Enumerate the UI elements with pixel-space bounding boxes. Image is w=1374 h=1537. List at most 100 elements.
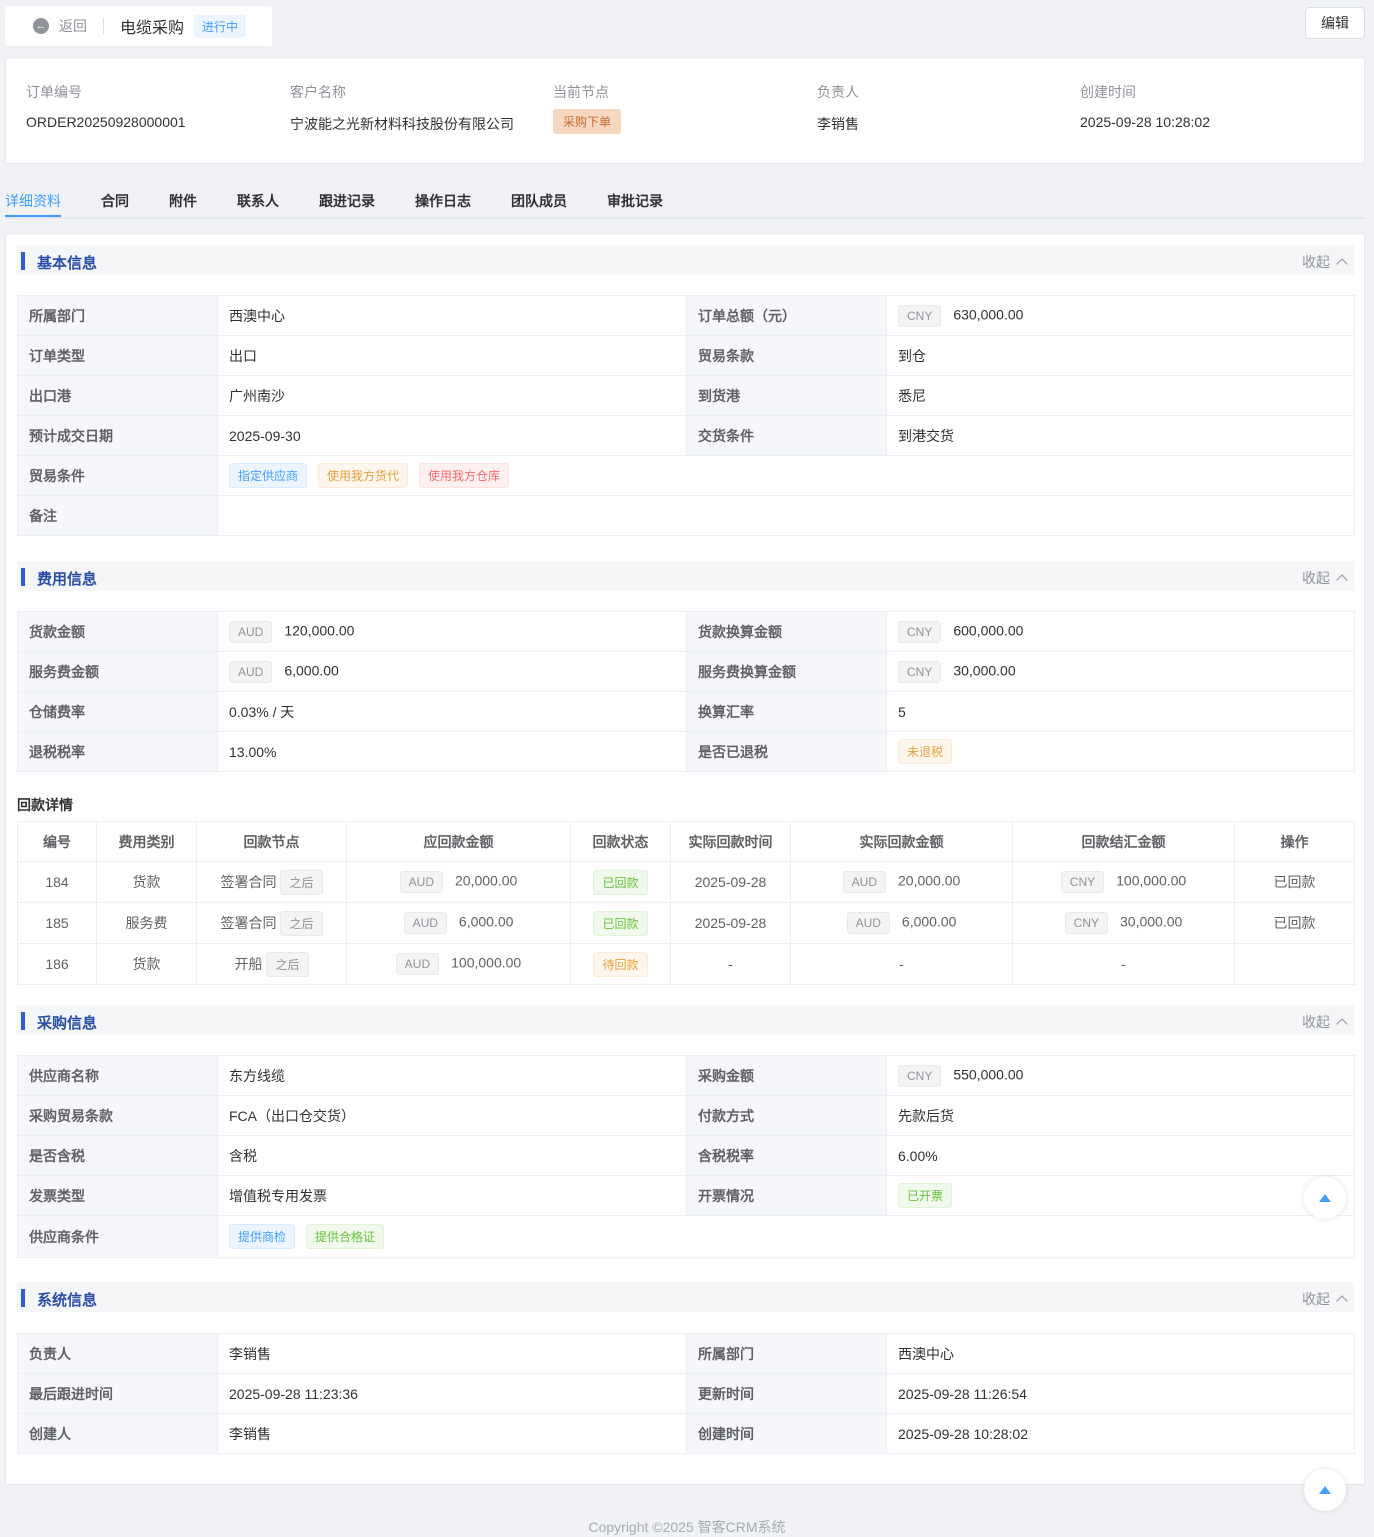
field-value: 含税 [217,1135,687,1176]
section-marker [21,568,25,586]
field-label: 到货港 [686,375,887,416]
amount: 30,000.00 [953,662,1016,679]
field-value: 2025-09-28 11:26:54 [886,1373,1355,1414]
caret-up-icon [1319,1486,1331,1494]
cell-settle: - [1012,943,1235,985]
section-marker [21,1012,25,1030]
summary-value: 宁波能之光新材料科技股份有限公司 [290,116,514,132]
cell-category: 货款 [96,861,197,903]
back-button[interactable]: ← 返回 [33,16,87,36]
field-label: 货款换算金额 [686,611,887,652]
amount: 630,000.00 [953,306,1024,323]
section-header-purchase: 采购信息 收起 [17,1005,1354,1035]
field-value [217,495,1355,536]
field-value: 2025-09-30 [217,415,687,456]
summary-owner: 负责人 李销售 [817,82,859,134]
amount: 6,000.00 [901,913,957,930]
field-label: 供应商条件 [17,1215,218,1258]
node-badge: 采购下单 [553,109,622,134]
cell-status: 待回款 [570,943,671,985]
section-marker [21,1289,25,1307]
row-action-button[interactable]: 已回款 [1234,861,1355,903]
system-info-table: 负责人 李销售 所属部门 西澳中心 最后跟进时间 2025-09-28 11:2… [17,1333,1355,1454]
collapse-label: 收起 [1302,1014,1330,1030]
field-label: 更新时间 [686,1373,887,1414]
field-value: CNY 600,000.00 [886,611,1355,652]
field-label: 订单类型 [17,335,218,376]
row-action-button[interactable]: 已回款 [1234,902,1355,944]
section-header-system: 系统信息 收起 [17,1282,1354,1312]
collapse-button[interactable]: 收起 [1302,568,1348,588]
collapse-button[interactable]: 收起 [1302,1289,1348,1309]
back-to-top-button[interactable] [1304,1177,1346,1219]
page-title: 电缆采购 [120,20,185,37]
tab-followups[interactable]: 跟进记录 [319,193,375,209]
summary-value: ORDER20250928000001 [26,114,186,130]
trade-condition-tag: 使用我方货代 [318,463,409,488]
field-label: 货款金额 [17,611,218,652]
summary-label: 客户名称 [290,84,346,100]
tab-approvals[interactable]: 审批记录 [607,193,663,209]
detail-panel: 基本信息 收起 所属部门 西澳中心 订单总额（元） CNY 630,000.00 … [5,233,1365,1485]
tab-contacts[interactable]: 联系人 [237,193,279,209]
tab-attachments[interactable]: 附件 [169,193,197,209]
tab-operation-log[interactable]: 操作日志 [415,193,471,209]
payment-status-badge: 已回款 [593,910,648,936]
summary-label: 订单编号 [26,84,82,100]
column-header: 回款状态 [570,821,671,862]
summary-label: 当前节点 [553,84,609,100]
divider [103,18,104,34]
trade-condition-tag: 使用我方仓库 [419,463,510,488]
tab-team[interactable]: 团队成员 [511,193,567,209]
supplier-condition-tag: 提供合格证 [306,1224,385,1249]
back-to-top-button[interactable] [1304,1469,1346,1511]
section-title: 基本信息 [37,255,98,272]
field-label: 服务费金额 [17,651,218,692]
edit-button[interactable]: 编辑 [1305,7,1365,39]
cell-id: 186 [17,943,97,985]
currency-badge: CNY [898,1064,942,1087]
field-value: 广州南沙 [217,375,687,416]
cell-paid: AUD 20,000.00 [790,861,1013,903]
field-value: 未退税 [886,731,1355,772]
tab-contract[interactable]: 合同 [101,193,129,209]
column-header: 应回款金额 [346,821,571,862]
section-title: 采购信息 [37,1015,98,1032]
cell-status: 已回款 [570,902,671,944]
cell-id: 184 [17,861,97,903]
field-value: 李销售 [217,1333,687,1374]
field-label: 贸易条件 [17,455,218,496]
cell-category: 货款 [96,943,197,985]
cell-paid-time: - [670,943,791,985]
field-label: 出口港 [17,375,218,416]
after-badge: 之后 [266,951,309,977]
summary-order-no: 订单编号 ORDER20250928000001 [26,82,186,130]
basic-info-table: 所属部门 西澳中心 订单总额（元） CNY 630,000.00 订单类型 出口 … [17,295,1355,536]
currency-badge: CNY [1064,912,1109,934]
field-value: FCA（出口仓交货） [217,1095,687,1136]
amount: 550,000.00 [953,1066,1024,1083]
currency-badge: AUD [399,871,444,893]
tab-details[interactable]: 详细资料 [5,193,61,209]
column-header: 实际回款时间 [670,821,791,862]
field-value: 悉尼 [886,375,1355,416]
collapse-button[interactable]: 收起 [1302,252,1348,272]
collapse-button[interactable]: 收起 [1302,1012,1348,1032]
field-label: 开票情况 [686,1175,887,1216]
payments-table: 编号 费用类别 回款节点 应回款金额 回款状态 实际回款时间 实际回款金额 回款… [17,821,1355,985]
field-value: CNY 30,000.00 [886,651,1355,692]
field-label: 采购贸易条款 [17,1095,218,1136]
field-value: 2025-09-28 10:28:02 [886,1413,1355,1454]
field-label: 创建人 [17,1413,218,1454]
currency-badge: AUD [846,912,890,934]
fee-info-table: 货款金额 AUD 120,000.00 货款换算金额 CNY 600,000.00 … [17,611,1355,772]
field-label: 是否已退税 [686,731,887,772]
field-value: 0.03% / 天 [217,691,687,732]
invoice-status-badge: 已开票 [898,1183,953,1208]
summary-customer: 客户名称 宁波能之光新材料科技股份有限公司 [290,82,514,134]
amount: 6,000.00 [284,662,339,679]
section-title: 系统信息 [37,1292,98,1309]
field-value: 李销售 [217,1413,687,1454]
amount: 20,000.00 [898,872,961,889]
summary-node: 当前节点 采购下单 [553,82,622,134]
